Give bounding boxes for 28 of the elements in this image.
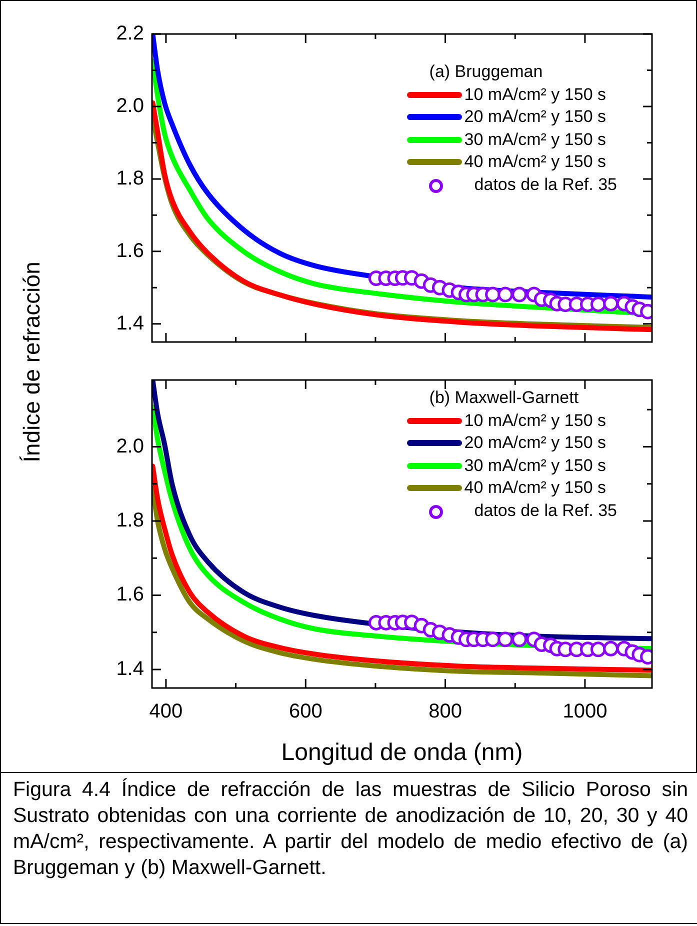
x-tick-label: 400 [149,700,183,723]
legend-label: 30 mA/cm² y 150 s [464,128,606,150]
legend-label: 40 mA/cm² y 150 s [464,151,606,173]
legend-label: 40 mA/cm² y 150 s [464,477,606,499]
y-tick-label: 1.6 [116,240,144,262]
y-tick-label: 1.8 [116,510,144,532]
x-tick-label: 600 [288,700,322,723]
y-tick-label: 1.8 [116,167,144,190]
legend-label: 10 mA/cm² y 150 s [464,410,606,432]
x-tick-label: 1000 [562,700,608,723]
y-tick-label: 2.0 [116,435,144,458]
y-tick-label: 2.2 [116,22,144,45]
y-tick-label: 1.4 [116,658,144,680]
legend-label: datos de la Ref. 35 [474,500,617,522]
legend-label: 10 mA/cm² y 150 s [464,84,606,106]
x-axis-title: Longitud de onda (nm) [281,739,523,766]
legend-label: 20 mA/cm² y 150 s [464,432,606,454]
legend-title: (a) Bruggeman [428,61,544,83]
y-tick-label: 1.6 [116,584,144,606]
legend-label: datos de la Ref. 35 [474,174,617,196]
legend-label: 20 mA/cm² y 150 s [464,106,606,128]
legend-title: (b) Maxwell-Garnett [428,387,580,409]
y-tick-label: 1.4 [116,312,144,334]
legend-label: 30 mA/cm² y 150 s [464,454,606,476]
x-tick-label: 800 [428,700,462,723]
y-axis-title: Índice de refracción [18,262,46,462]
text: Figura 4.4 Índice de refracción de las muestras de Silicio Poroso sin Sustrato obtenidas con una corriente de anodización de 10, 20, 30 y 40 mA/cm², respectivamente. A partir del modelo de medio efectivo de (a) Bruggeman y (b) Maxwell-Garnett. [0,772,697,924]
y-tick-label: 2.0 [116,94,144,117]
